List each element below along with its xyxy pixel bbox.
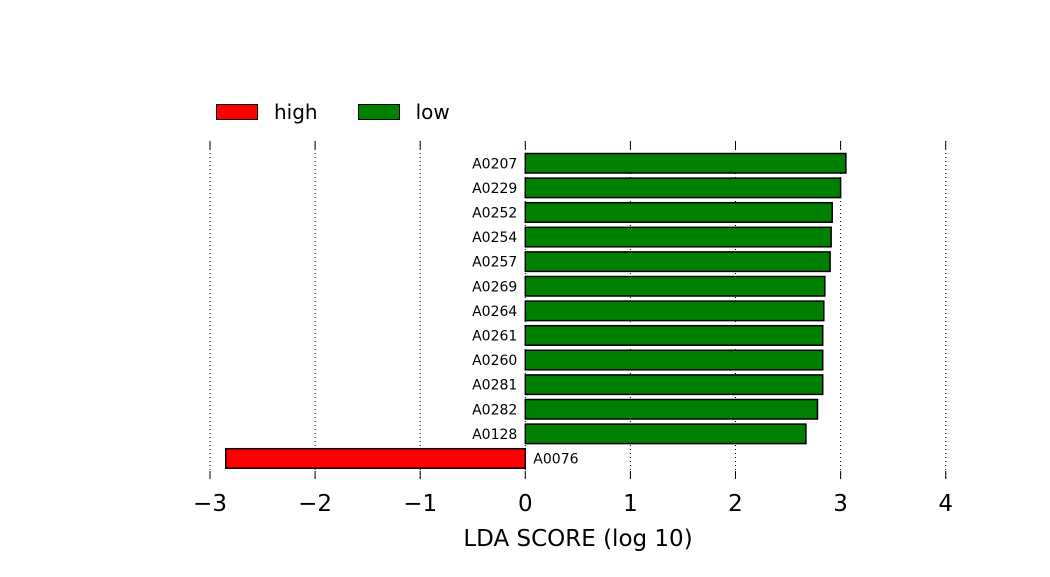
bar	[524, 324, 824, 346]
legend-label-high: high	[274, 100, 318, 124]
bar	[524, 423, 807, 445]
category-label: A0128	[472, 427, 517, 443]
bar	[524, 300, 825, 322]
category-label: A0254	[472, 230, 517, 246]
category-label: A0261	[472, 328, 517, 344]
bar	[524, 374, 824, 396]
category-label: A0252	[472, 205, 517, 221]
tick-label: −1	[403, 491, 437, 517]
bar	[524, 152, 847, 174]
category-label: A0260	[472, 353, 517, 369]
tick-label: 3	[833, 491, 848, 517]
category-label: A0282	[472, 402, 517, 418]
tick-label: −3	[193, 491, 227, 517]
category-label: A0207	[472, 156, 517, 172]
bar	[524, 177, 842, 199]
category-label: A0269	[472, 279, 517, 295]
bar	[524, 275, 826, 297]
category-label: A0281	[472, 378, 517, 394]
legend-item-high: high	[216, 100, 318, 124]
bar	[524, 226, 832, 248]
tick-label: 1	[623, 491, 638, 517]
bar	[524, 251, 831, 273]
legend-swatch-low	[357, 104, 400, 120]
tick-label: 4	[938, 491, 953, 517]
bar	[225, 447, 527, 469]
tick-label: −2	[298, 491, 332, 517]
legend-swatch-high	[216, 104, 258, 120]
category-label: A0229	[472, 181, 517, 197]
legend-item-low: low	[357, 100, 450, 124]
legend: high low	[216, 100, 490, 124]
tick-label: 0	[518, 491, 533, 517]
bar	[524, 201, 833, 223]
x-axis-label: LDA SCORE (log 10)	[463, 526, 692, 552]
category-label: A0076	[533, 451, 578, 467]
category-label: A0257	[472, 255, 517, 271]
tick-label: 2	[728, 491, 743, 517]
bar	[524, 349, 824, 371]
bar	[524, 398, 819, 420]
legend-label-low: low	[415, 100, 450, 124]
category-label: A0264	[472, 304, 517, 320]
